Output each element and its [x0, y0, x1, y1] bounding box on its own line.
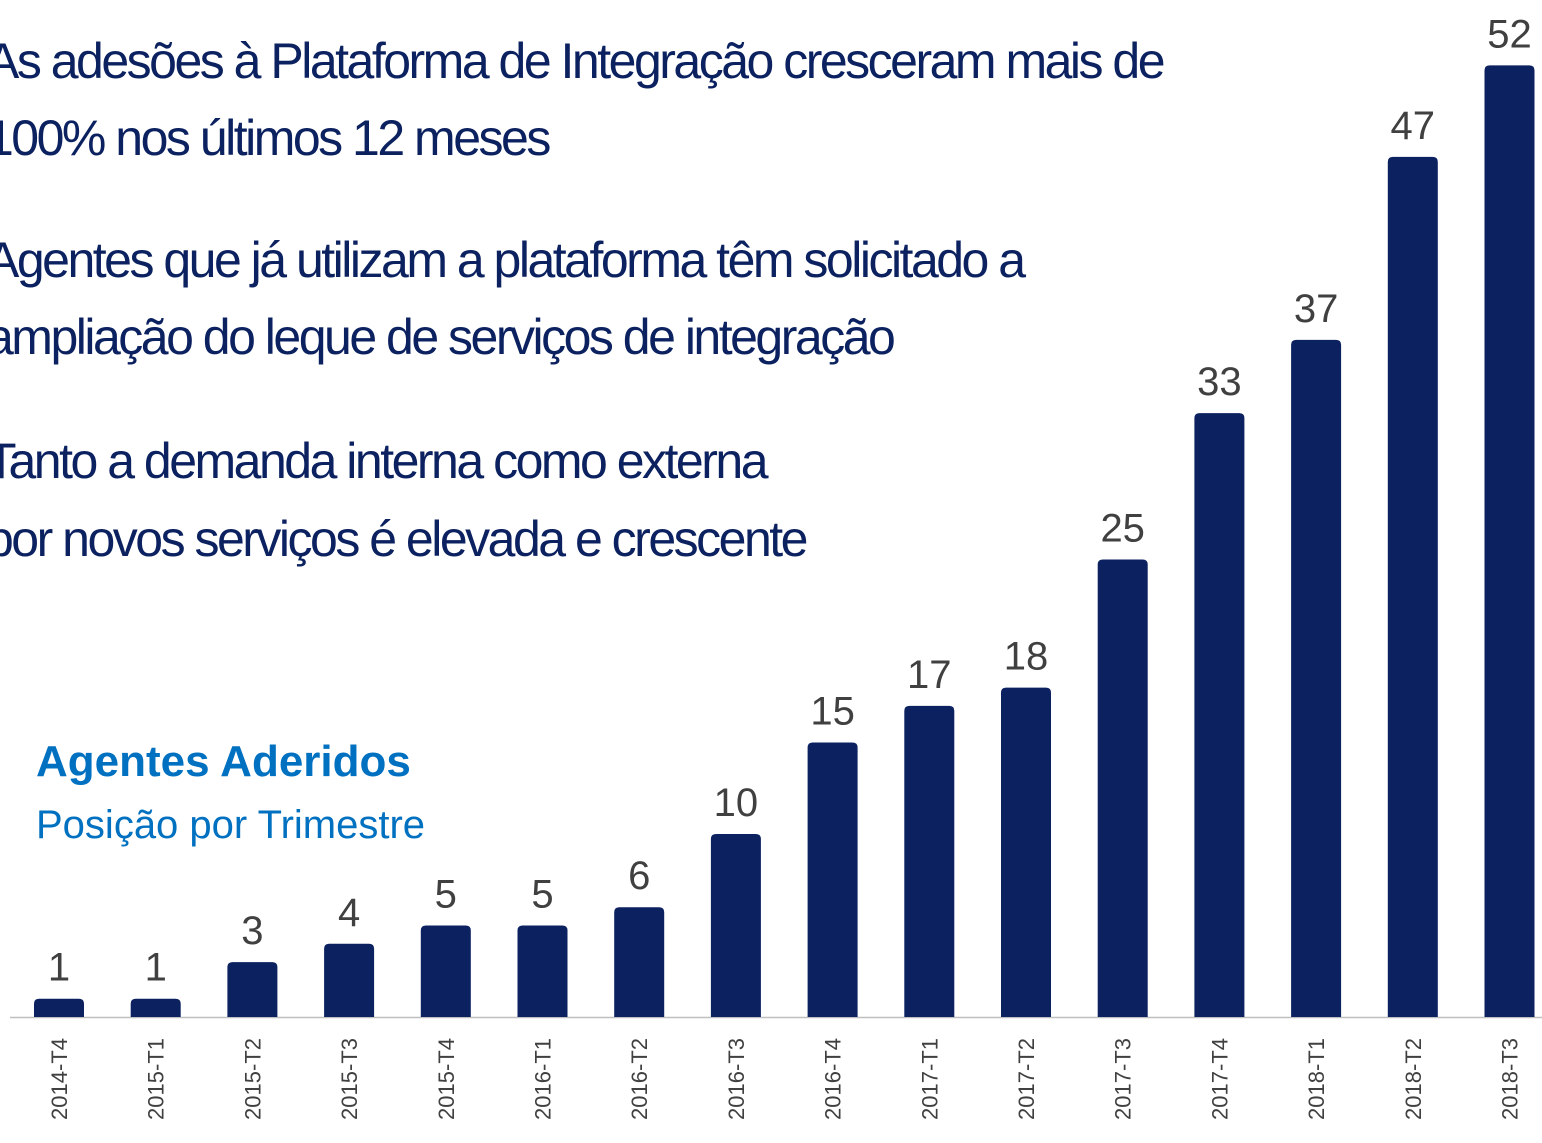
value-label: 10 — [714, 781, 759, 825]
bar — [130, 998, 181, 1017]
bullet-text: Agentes que já utilizam a plataforma têm… — [0, 232, 1026, 288]
bullet-text: As adesões à Plataforma de Integração cr… — [0, 33, 1164, 89]
bar — [324, 943, 375, 1017]
bar — [614, 907, 665, 1017]
bullet-text: Tanto a demanda interna como externa — [0, 433, 769, 489]
x-tick-label: 2015-T4 — [434, 1038, 459, 1120]
bar — [227, 962, 278, 1017]
value-label: 5 — [531, 873, 553, 917]
bar — [1484, 65, 1535, 1017]
x-tick-label: 2018-T1 — [1304, 1038, 1329, 1120]
bar — [904, 705, 955, 1017]
bullet-text: por novos serviços é elevada e crescente — [0, 511, 807, 567]
x-tick-label: 2015-T3 — [337, 1038, 362, 1120]
value-label: 37 — [1294, 287, 1339, 331]
value-label: 1 — [48, 946, 70, 990]
bullet-text: ampliação do leque de serviços de integr… — [0, 309, 894, 365]
value-label: 52 — [1487, 12, 1532, 56]
x-tick-label: 2014-T4 — [47, 1038, 72, 1120]
value-label: 1 — [145, 946, 167, 990]
bar — [420, 925, 471, 1017]
x-tick-label: 2018-T2 — [1401, 1038, 1426, 1120]
bar — [1097, 559, 1148, 1017]
x-tick-label: 2017-T1 — [917, 1038, 942, 1120]
bar — [1387, 156, 1438, 1017]
x-tick-label: 2016-T2 — [627, 1038, 652, 1120]
bar — [807, 742, 858, 1017]
x-tick-label: 2018-T3 — [1498, 1038, 1523, 1120]
bar — [1194, 413, 1245, 1018]
bullet-text: 100% nos últimos 12 meses — [0, 110, 550, 166]
x-tick-label: 2016-T1 — [531, 1038, 556, 1120]
value-label: 4 — [338, 891, 360, 935]
bar — [517, 925, 568, 1017]
value-label: 5 — [435, 873, 457, 917]
x-tick-label: 2017-T3 — [1111, 1038, 1136, 1120]
bar — [710, 834, 761, 1017]
bar — [1001, 687, 1051, 1017]
x-tick-label: 2015-T2 — [240, 1038, 265, 1120]
x-tick-label: 2015-T1 — [144, 1038, 169, 1120]
x-tick-label: 2016-T4 — [821, 1038, 846, 1120]
x-tick-label: 2017-T4 — [1207, 1038, 1232, 1120]
x-tick-label: 2016-T3 — [724, 1038, 749, 1120]
value-label: 47 — [1391, 104, 1436, 148]
chart-subtitle: Posição por Trimestre — [36, 803, 425, 847]
bar — [1291, 339, 1342, 1017]
value-label: 3 — [241, 909, 263, 953]
value-label: 17 — [907, 653, 952, 697]
chart-title: Agentes Aderidos — [36, 737, 411, 786]
value-label: 15 — [810, 690, 855, 734]
bar — [34, 998, 84, 1017]
value-label: 6 — [628, 854, 650, 898]
value-label: 18 — [1004, 635, 1049, 679]
value-label: 25 — [1100, 507, 1145, 551]
value-label: 33 — [1197, 360, 1242, 404]
x-tick-label: 2017-T2 — [1014, 1038, 1039, 1120]
